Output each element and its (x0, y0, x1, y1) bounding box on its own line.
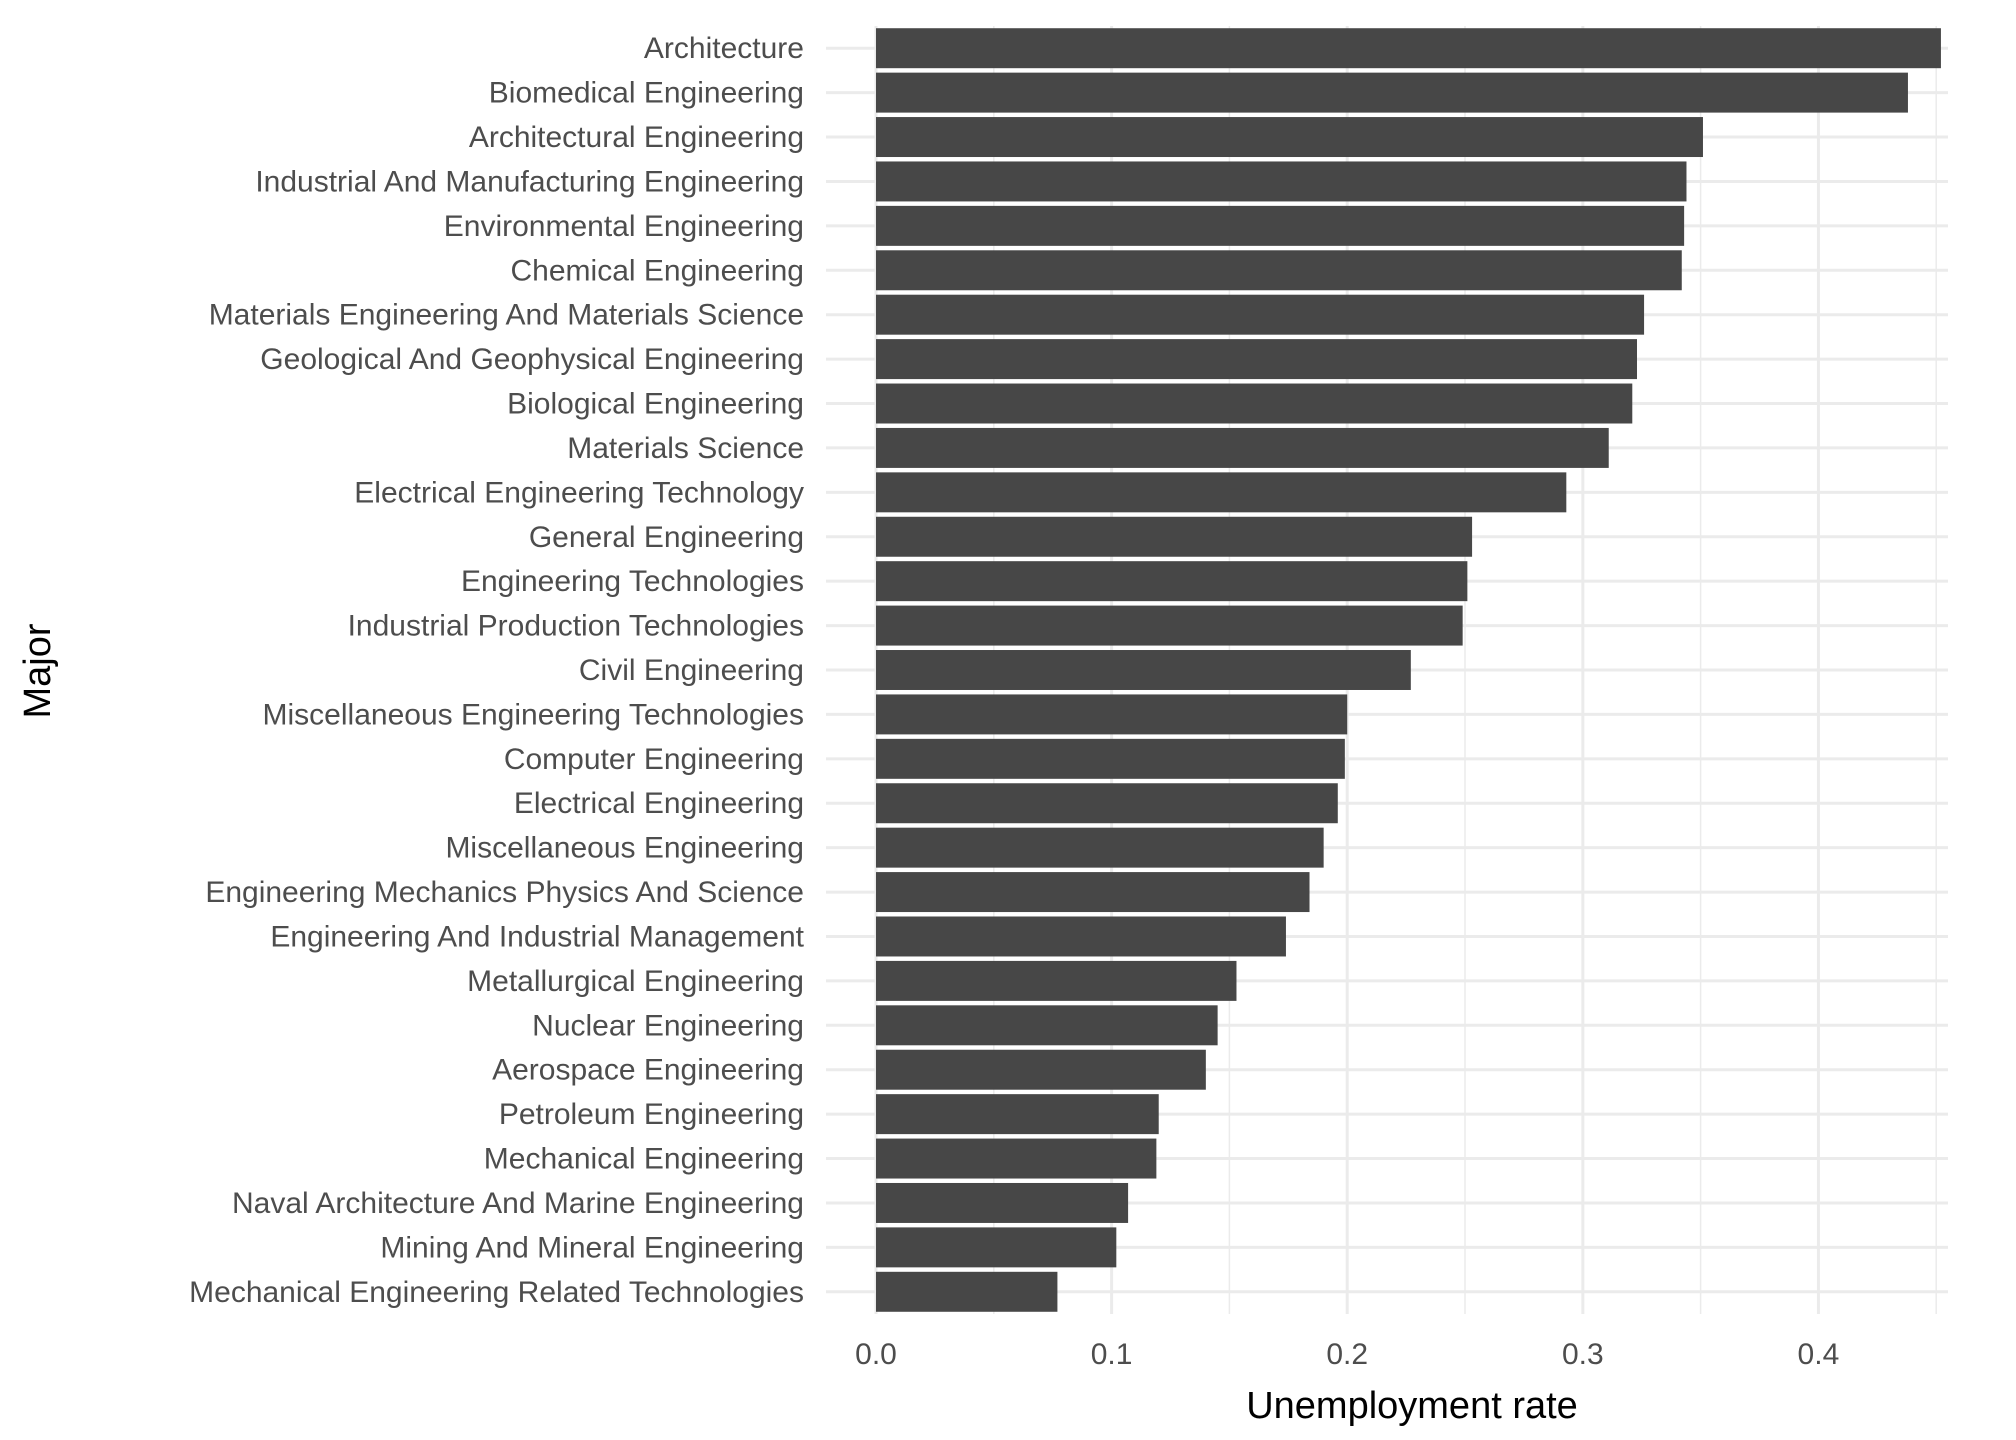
y-tick-label: Mechanical Engineering (484, 1143, 804, 1176)
bar (876, 1049, 1206, 1090)
y-tick-label: Biological Engineering (507, 388, 804, 421)
bar (876, 561, 1468, 602)
x-tick-label: 0.2 (1326, 1338, 1368, 1371)
y-tick-labels: Architecture Biomedical Engineering Archit… (189, 32, 805, 1309)
y-tick-label: Metallurgical Engineering (467, 965, 804, 998)
y-tick-label: Materials Engineering And Materials Scie… (209, 299, 804, 332)
y-tick-label: Engineering And Industrial Management (270, 920, 804, 953)
y-tick-label: Chemical Engineering (511, 254, 805, 287)
bar (876, 1005, 1218, 1046)
y-tick-label: Electrical Engineering (514, 787, 804, 820)
bar (876, 472, 1567, 513)
bar (876, 827, 1324, 868)
y-tick-label: Nuclear Engineering (532, 1009, 804, 1042)
bar (876, 605, 1463, 646)
y-tick-label: Architectural Engineering (469, 121, 804, 154)
y-tick-label: Miscellaneous Engineering Technologies (263, 698, 804, 731)
x-tick-label: 0.1 (1091, 1338, 1133, 1371)
y-tick-label: Engineering Technologies (461, 565, 804, 598)
bar (876, 383, 1633, 424)
bar (876, 339, 1638, 380)
y-tick-label: Naval Architecture And Marine Engineerin… (232, 1187, 804, 1220)
y-tick-label: Miscellaneous Engineering (445, 832, 804, 865)
bar (876, 28, 1941, 69)
x-axis-title: Unemployment rate (1246, 1385, 1578, 1427)
bar (876, 694, 1348, 735)
bar (876, 872, 1310, 913)
x-tick-label: 0.3 (1562, 1338, 1604, 1371)
y-tick-label: General Engineering (529, 521, 804, 554)
bar (876, 960, 1237, 1001)
bar (876, 117, 1703, 158)
bar (876, 916, 1286, 957)
y-tick-label: Engineering Mechanics Physics And Scienc… (205, 876, 804, 909)
y-tick-label: Petroleum Engineering (499, 1098, 804, 1131)
x-tick-label: 0.0 (855, 1338, 897, 1371)
bars (876, 28, 1941, 1312)
y-tick-label: Architecture (644, 32, 804, 65)
y-tick-label: Geological And Geophysical Engineering (260, 343, 804, 376)
bar (876, 1271, 1058, 1312)
bar (876, 72, 1908, 113)
y-axis-title: Major (17, 623, 59, 718)
y-tick-label: Computer Engineering (504, 743, 804, 776)
x-tick-label: 0.4 (1798, 1338, 1840, 1371)
y-tick-label: Aerospace Engineering (492, 1054, 804, 1087)
y-tick-label: Electrical Engineering Technology (354, 476, 804, 509)
y-tick-label: Mining And Mineral Engineering (380, 1231, 804, 1264)
bar (876, 516, 1473, 557)
bar (876, 650, 1411, 690)
bar (876, 1094, 1159, 1135)
bar (876, 161, 1687, 202)
x-tick-labels: 0.0 0.1 0.2 0.3 0.4 (855, 1338, 1839, 1371)
bar (876, 205, 1685, 246)
bar (876, 294, 1645, 335)
bar (876, 1138, 1157, 1179)
y-tick-label: Industrial And Manufacturing Engineering (255, 165, 804, 198)
bar (876, 1227, 1117, 1268)
bar (876, 250, 1682, 291)
bar (876, 783, 1338, 824)
y-tick-label: Environmental Engineering (444, 210, 804, 243)
y-tick-label: Industrial Production Technologies (348, 610, 804, 643)
y-tick-label: Materials Science (567, 432, 804, 465)
y-tick-label: Civil Engineering (579, 654, 804, 687)
bar (876, 427, 1609, 468)
bar (876, 738, 1345, 779)
bar (876, 1182, 1129, 1223)
y-tick-label: Biomedical Engineering (489, 77, 804, 110)
y-tick-label: Mechanical Engineering Related Technolog… (189, 1276, 804, 1309)
